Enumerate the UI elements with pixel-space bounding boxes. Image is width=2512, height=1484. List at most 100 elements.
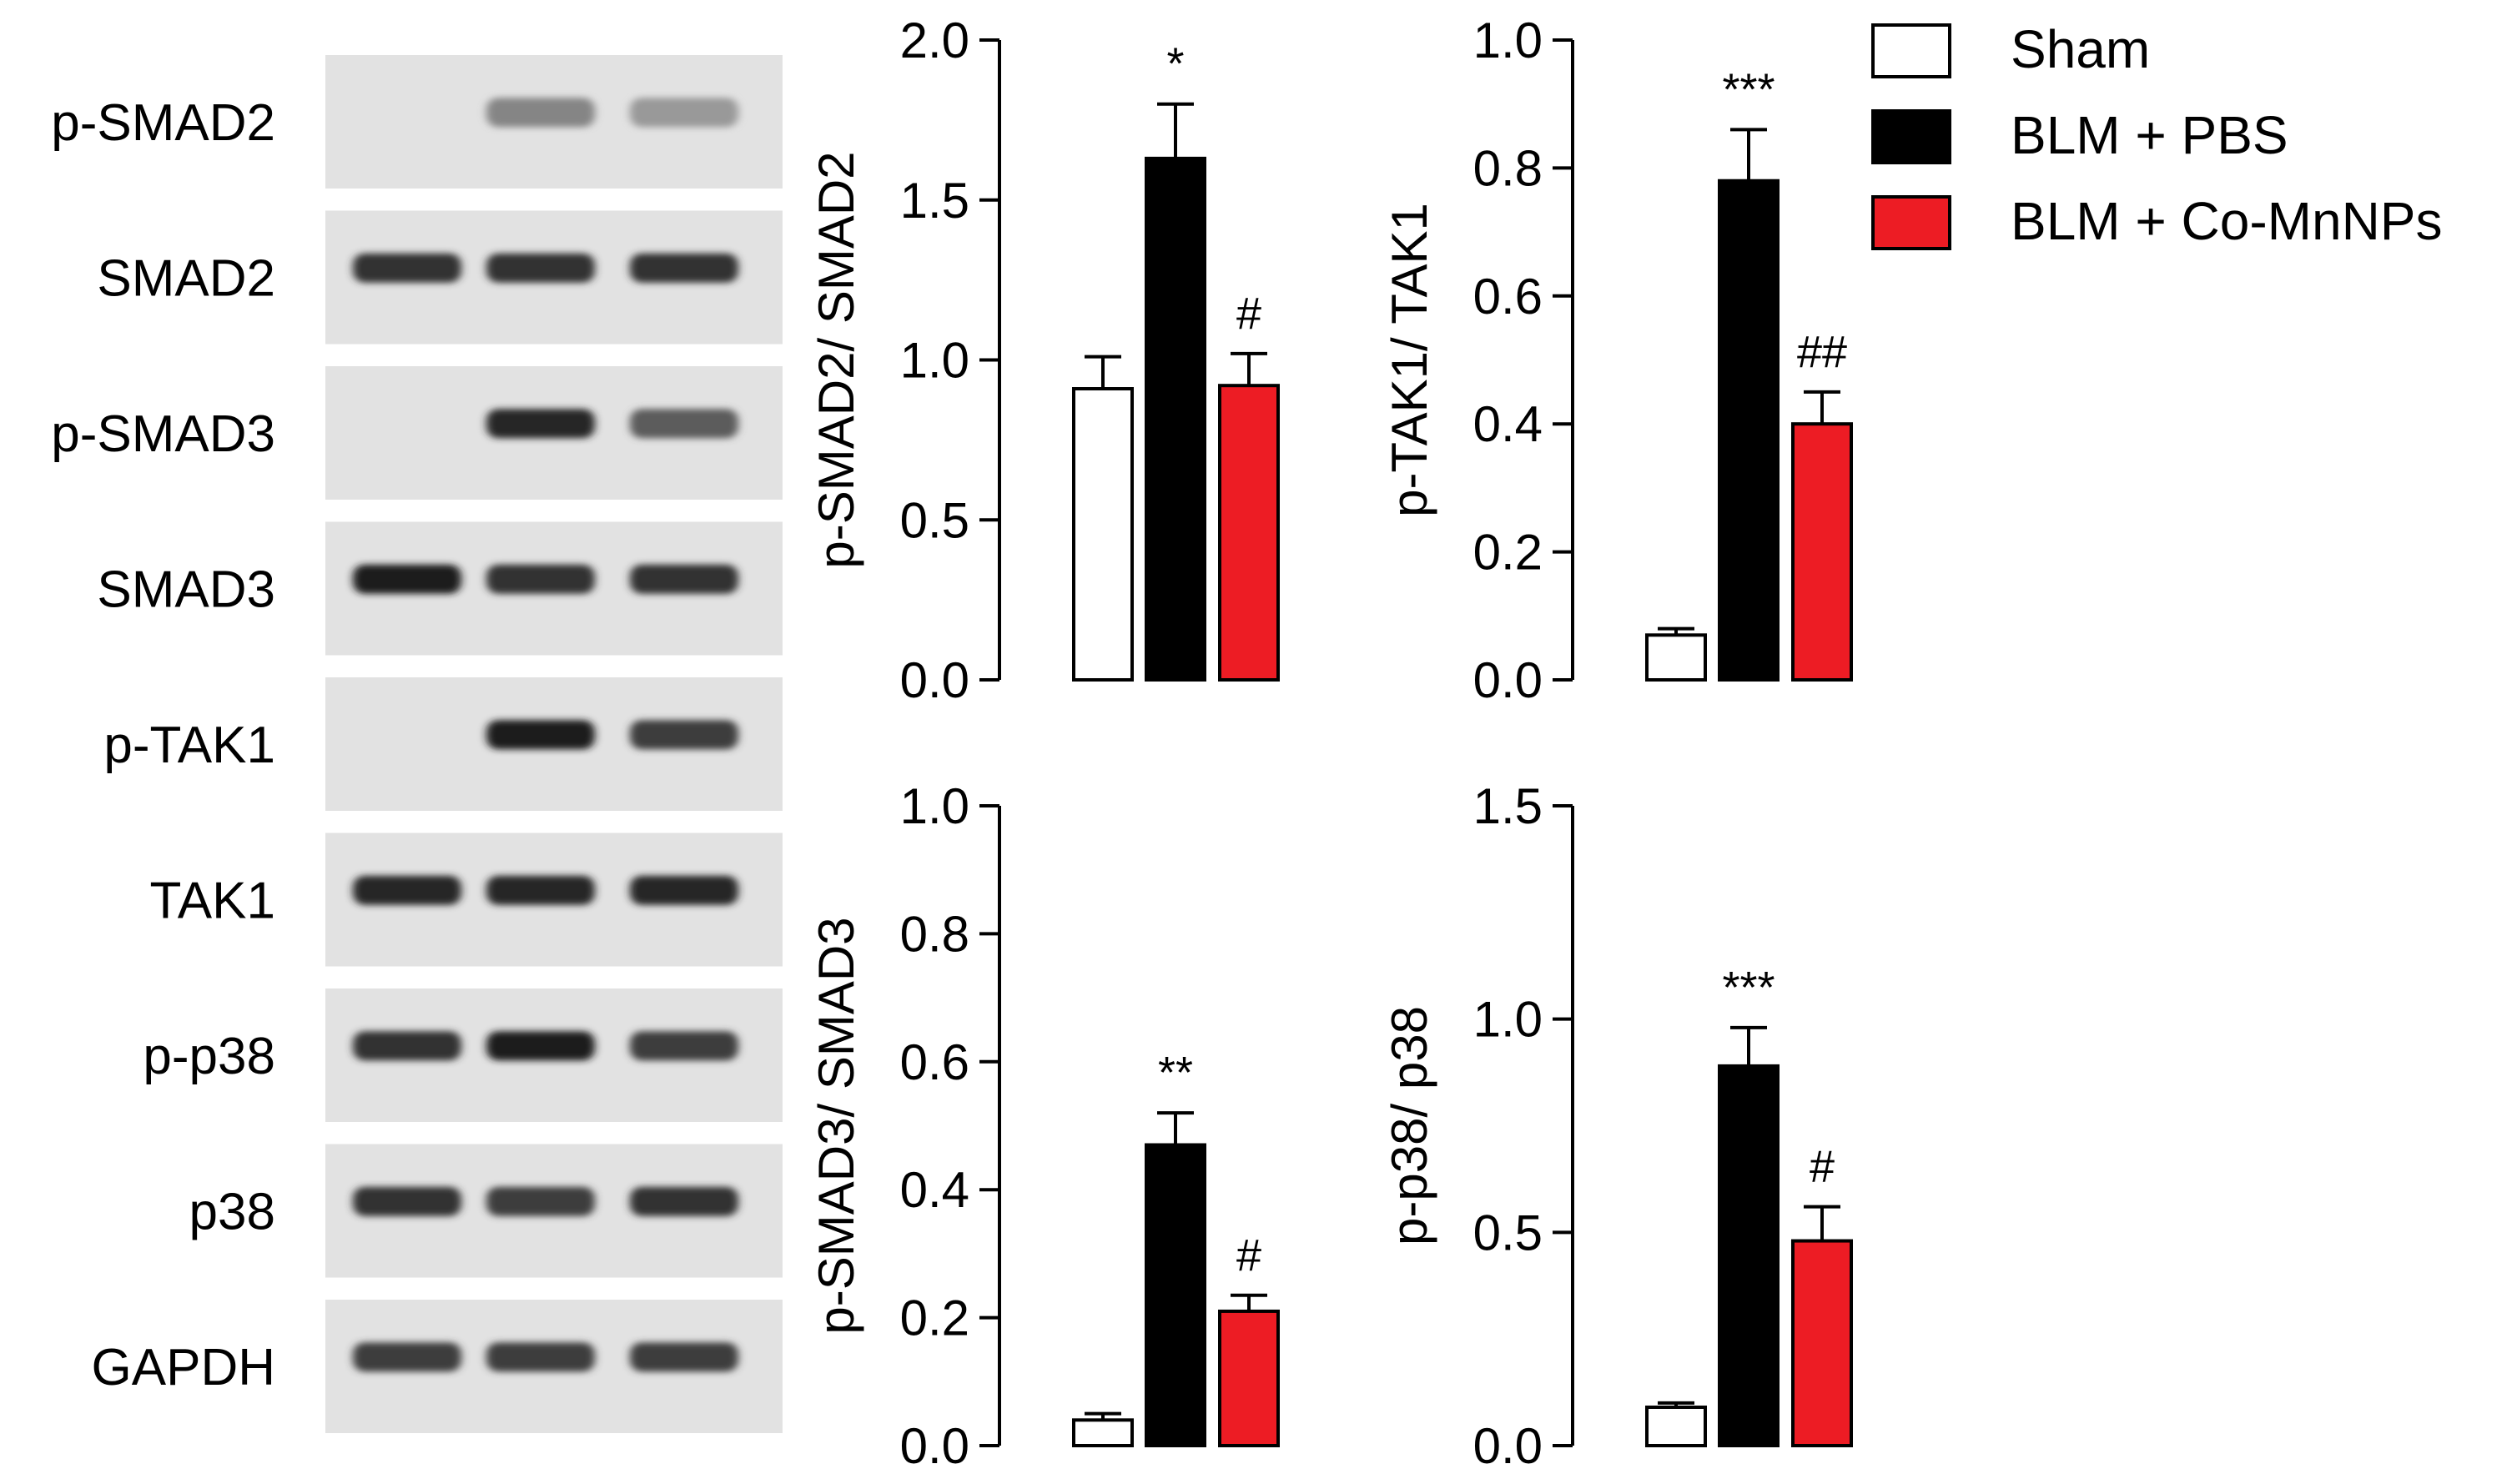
y-tick-label: 0.0: [1473, 652, 1543, 708]
blot-band: [486, 564, 595, 594]
blot-label: SMAD2: [97, 250, 275, 308]
y-tick-label: 0.0: [900, 1418, 969, 1474]
blot-label: p-SMAD3: [51, 405, 275, 463]
blot-label: p38: [189, 1184, 275, 1241]
significance-label: *: [1166, 39, 1184, 89]
bar: [1645, 1405, 1707, 1447]
blot-bands: [353, 253, 738, 283]
blot-bands: [353, 875, 738, 905]
blot-band: [353, 1342, 461, 1372]
bar: [1718, 179, 1780, 682]
blot-bands: [486, 98, 738, 128]
blot-band: [630, 1186, 738, 1216]
y-tick-label: 1.0: [1473, 13, 1543, 68]
chart-panel: 0.0 0.2 0.4 0.6 0.8 1.0 p-TAK1/ TAK1 *** ##: [1382, 13, 1853, 708]
chart-panel: 0.0 0.5 1.0 1.5 p-p38/ p38 *** #: [1382, 778, 1853, 1474]
blot-band: [486, 253, 595, 283]
blot-band: [353, 564, 461, 594]
significance-label: #: [1236, 1230, 1261, 1280]
western-blot-panel: p-SMAD2 SMAD2 p-SMAD3 SMAD3 p-TAK1 TAK1 p-p38 p…: [51, 55, 783, 1433]
y-tick-label: 0.0: [900, 652, 969, 708]
y-axis-label: p-SMAD2/ SMAD2: [808, 151, 864, 568]
blot-bands: [486, 409, 738, 439]
blot-band: [486, 409, 595, 439]
blot-band: [486, 1031, 595, 1061]
legend-item: BLM + PBS: [1871, 105, 2288, 165]
y-tick-label: 0.2: [1473, 525, 1543, 581]
blot-band: [353, 875, 461, 905]
y-tick-label: 2.0: [900, 13, 969, 68]
blot-band: [630, 1342, 738, 1372]
blot-band: [486, 1342, 595, 1372]
bar: [1791, 422, 1853, 682]
y-axis-label: p-SMAD3/ SMAD3: [808, 917, 864, 1334]
legend-item: Sham: [1871, 19, 2150, 79]
blot-bands: [353, 1031, 738, 1061]
y-axis-label: p-TAK1/ TAK1: [1382, 203, 1437, 517]
chart-panel: 0.0 0.5 1.0 1.5 2.0 p-SMAD2/ SMAD2 * #: [808, 13, 1280, 708]
legend-label: BLM + PBS: [2011, 105, 2288, 165]
significance-label: #: [1236, 289, 1261, 339]
blot-band: [630, 875, 738, 905]
bar: [1791, 1239, 1853, 1448]
blot-band: [630, 98, 738, 128]
blot-label: p-p38: [143, 1028, 275, 1085]
significance-label: #: [1810, 1142, 1835, 1192]
bar: [1718, 1064, 1780, 1447]
legend-item: BLM + Co-MnNPs: [1871, 191, 2442, 251]
blot-band: [486, 1186, 595, 1216]
blot-bands: [353, 1342, 738, 1372]
y-tick-label: 0.5: [1473, 1205, 1543, 1260]
y-tick-label: 1.5: [1473, 778, 1543, 834]
blot-band: [353, 1186, 461, 1216]
blot-band: [486, 98, 595, 128]
y-tick-label: 0.4: [1473, 396, 1543, 452]
y-axis-label: p-p38/ p38: [1382, 1006, 1437, 1245]
y-tick-label: 1.0: [1473, 992, 1543, 1048]
y-tick-label: 0.8: [1473, 140, 1543, 196]
blot-label: GAPDH: [92, 1339, 275, 1396]
y-tick-label: 0.2: [900, 1290, 969, 1346]
bar: [1218, 384, 1280, 682]
significance-label: ***: [1722, 963, 1775, 1013]
blot-band: [353, 1031, 461, 1061]
blot-band: [630, 564, 738, 594]
blot-bands: [486, 720, 738, 750]
significance-label: **: [1158, 1048, 1193, 1098]
blot-label: TAK1: [150, 873, 275, 930]
blot-band: [630, 1031, 738, 1061]
chart-panel: 0.0 0.2 0.4 0.6 0.8 1.0 p-SMAD3/ SMAD3 ** #: [808, 778, 1280, 1474]
legend-swatch: [1871, 23, 1951, 78]
blot-band: [630, 720, 738, 750]
bar-charts: 0.0 0.5 1.0 1.5 2.0 p-SMAD2/ SMAD2 * #0.0 0.2 0.4…: [808, 13, 1853, 1474]
blot-label: p-SMAD2: [51, 94, 275, 152]
legend-label: BLM + Co-MnNPs: [2011, 191, 2442, 251]
y-tick-label: 0.5: [900, 492, 969, 548]
y-tick-label: 0.8: [900, 906, 969, 962]
blot-band: [630, 253, 738, 283]
y-tick-label: 1.5: [900, 173, 969, 229]
bar: [1072, 387, 1134, 682]
bar: [1645, 633, 1707, 682]
y-tick-label: 0.4: [900, 1162, 969, 1218]
legend-swatch: [1871, 195, 1951, 250]
legend-label: Sham: [2011, 19, 2150, 79]
blot-bands: [353, 1186, 738, 1216]
y-tick-label: 0.0: [1473, 1418, 1543, 1474]
blot-band: [486, 720, 595, 750]
y-tick-label: 1.0: [900, 333, 969, 389]
bar: [1072, 1418, 1134, 1447]
y-tick-label: 1.0: [900, 778, 969, 834]
y-tick-label: 0.6: [1473, 269, 1543, 324]
blot-label: p-TAK1: [103, 717, 275, 774]
legend: Sham BLM + PBS BLM + Co-MnNPs: [1871, 19, 2442, 251]
significance-label: ***: [1722, 64, 1775, 114]
blot-label: SMAD3: [97, 561, 275, 619]
significance-label: ##: [1797, 327, 1847, 377]
bar: [1145, 156, 1206, 682]
blot-bands: [353, 564, 738, 594]
blot-band: [486, 875, 595, 905]
blot-band: [630, 409, 738, 439]
y-tick-label: 0.6: [900, 1034, 969, 1090]
